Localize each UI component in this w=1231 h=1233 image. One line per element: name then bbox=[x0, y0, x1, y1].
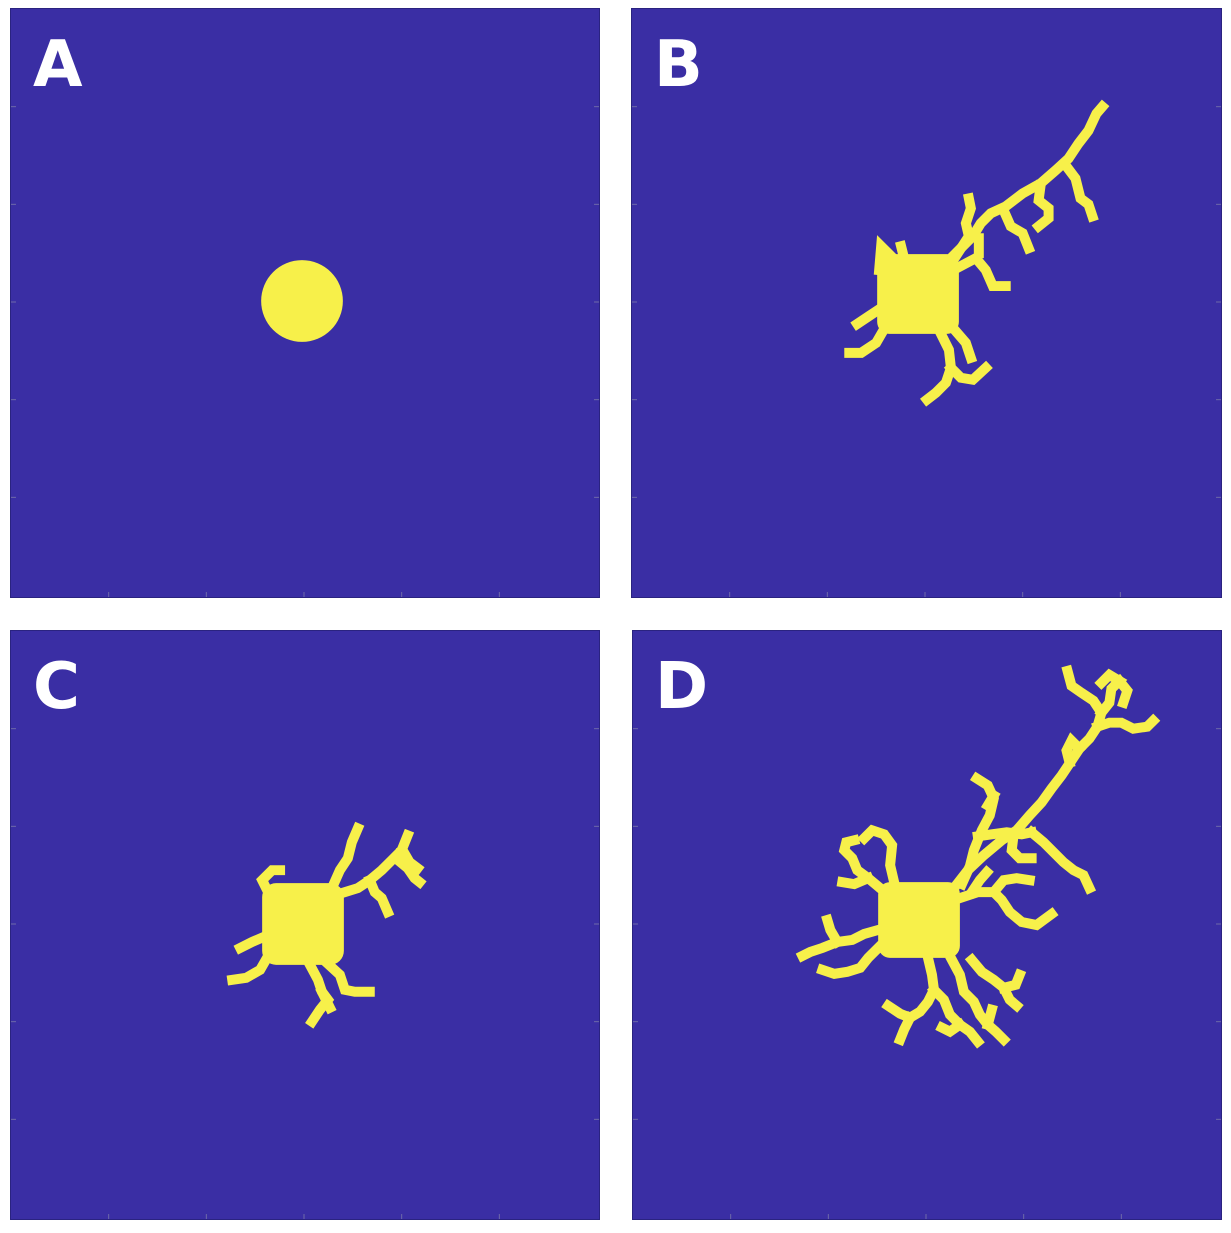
axis-ticks bbox=[11, 728, 599, 1219]
axis-ticks bbox=[633, 728, 1221, 1219]
panel-label: A bbox=[33, 28, 83, 102]
panel-label: D bbox=[655, 650, 709, 724]
panel-label: B bbox=[654, 28, 703, 102]
panel-c: C bbox=[10, 630, 600, 1220]
panel-d-drawing bbox=[633, 664, 1221, 1219]
panel-c-drawing bbox=[11, 728, 599, 1219]
panel-b-drawing bbox=[632, 99, 1221, 597]
axis-ticks bbox=[632, 106, 1221, 597]
processes bbox=[226, 821, 427, 1029]
panel-b: B bbox=[631, 8, 1222, 598]
panel-a: A bbox=[10, 8, 600, 598]
axis-ticks bbox=[11, 106, 599, 597]
panel-a-drawing bbox=[11, 106, 599, 597]
cell-body bbox=[261, 260, 343, 342]
cell-body bbox=[262, 883, 344, 965]
processes bbox=[795, 664, 1161, 1049]
processes bbox=[844, 99, 1110, 407]
panel-d: D bbox=[632, 630, 1222, 1220]
cell-body bbox=[877, 254, 959, 334]
panel-label: C bbox=[33, 650, 80, 724]
cell-body bbox=[878, 882, 960, 958]
